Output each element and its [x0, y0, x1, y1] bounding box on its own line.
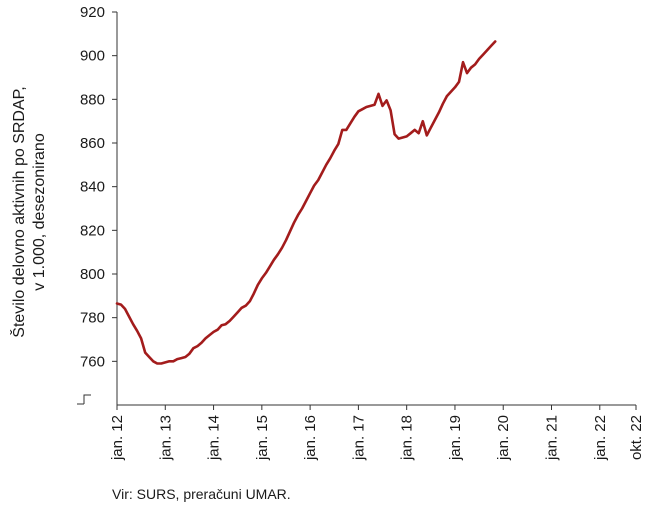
x-tick-label: jan. 12	[109, 415, 126, 461]
y-tick-label: 880	[80, 91, 105, 108]
series-line	[115, 40, 497, 365]
y-tick-label: 900	[80, 48, 105, 65]
y-axis-tick-labels: 760 780 800 820 840 860 880 900 920	[80, 4, 105, 370]
y-tick-label: 780	[80, 310, 105, 327]
y-axis-title-line2: v 1.000, desezonirano	[31, 133, 48, 291]
y-axis-title-line1: Število delovno aktivnih po SRDAP,	[9, 86, 28, 337]
y-axis-ticks	[112, 11, 117, 362]
x-tick-label: jan. 22	[592, 415, 609, 461]
x-tick-label: jan. 19	[447, 415, 464, 461]
x-tick-label: jan. 16	[302, 415, 319, 461]
y-tick-label: 820	[80, 222, 105, 239]
y-tick-label: 800	[80, 266, 105, 283]
x-tick-label: jan. 18	[399, 415, 416, 461]
axis-break-mark	[77, 394, 91, 405]
source-note: Vir: SURS, preračuni UMAR.	[112, 486, 291, 502]
x-tick-label: jan. 21	[544, 415, 561, 461]
y-tick-label: 920	[80, 4, 105, 21]
x-tick-label: jan. 17	[350, 415, 367, 461]
x-tick-label: okt. 22	[628, 415, 645, 460]
x-tick-label: jan. 15	[254, 415, 271, 461]
x-axis-ticks	[116, 405, 637, 410]
y-tick-label: 760	[80, 353, 105, 370]
x-tick-label: jan. 13	[157, 415, 174, 461]
x-tick-label: jan. 20	[495, 415, 512, 461]
y-tick-label: 860	[80, 135, 105, 152]
x-tick-label: jan. 14	[206, 415, 223, 461]
y-tick-label: 840	[80, 179, 105, 196]
x-axis-tick-labels: jan. 12 jan. 13 jan. 14 jan. 15 jan. 16 jan. …	[109, 415, 645, 461]
